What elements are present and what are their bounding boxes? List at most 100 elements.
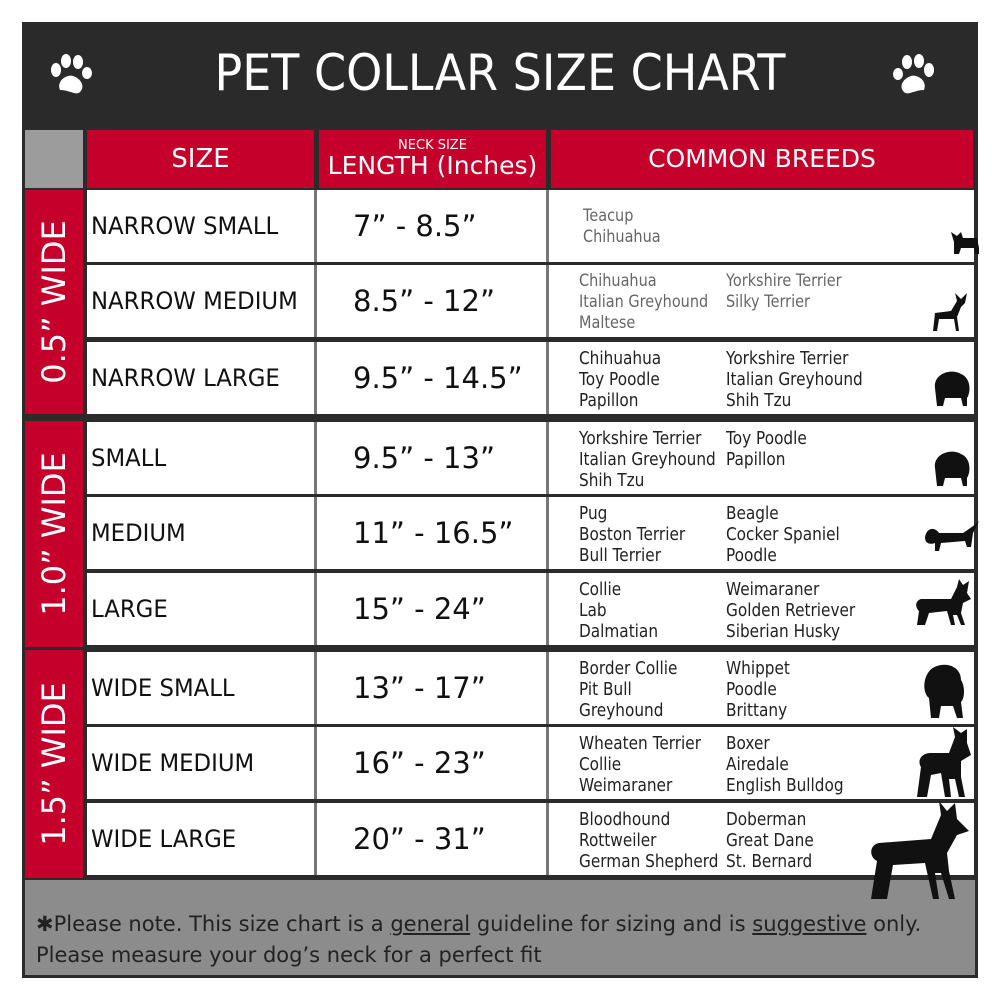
size-cell: WIDE MEDIUM xyxy=(91,749,255,777)
breed-name: Cocker Spaniel xyxy=(726,524,840,545)
breed-name: Collie xyxy=(579,754,622,775)
group-text: 1.0” WIDE xyxy=(35,452,73,616)
size-cell: NARROW MEDIUM xyxy=(91,287,298,315)
breed-name: Bloodhound xyxy=(579,809,671,830)
breed-name: Silky Terrier xyxy=(726,292,810,312)
breed-name: German Shepherd xyxy=(579,851,719,872)
breed-name: Siberian Husky xyxy=(726,621,841,642)
breed-name: Brittany xyxy=(726,700,788,721)
column-divider xyxy=(546,727,549,799)
paw-icon xyxy=(893,54,934,94)
table-row: WIDE SMALL 13” - 17” Border Collie Pit Bull… xyxy=(87,652,974,724)
breed-name: Dalmatian xyxy=(579,621,659,642)
table-row: NARROW MEDIUM 8.5” - 12” Chihuahua Italian … xyxy=(87,265,974,337)
breed-name: Boxer xyxy=(726,733,770,754)
size-cell: WIDE SMALL xyxy=(91,674,235,702)
length-cell: 16” - 23” xyxy=(353,746,486,780)
size-chart: PET COLLAR SIZE CHART SIZE NECK SIZE LEN… xyxy=(22,22,979,978)
column-divider xyxy=(314,342,317,414)
chihuahua-silhouette-icon xyxy=(933,293,967,331)
column-divider xyxy=(546,573,549,645)
breed-name: Bull Terrier xyxy=(579,545,661,566)
breeds-column-2: Doberman Great Dane St. Bernard xyxy=(726,809,814,872)
breed-name: Greyhound xyxy=(579,700,664,721)
size-cell: MEDIUM xyxy=(91,519,186,547)
table-row: SMALL 9.5” - 13” Yorkshire Terrier Italian … xyxy=(87,422,974,494)
table-row: NARROW LARGE 9.5” - 14.5” Chihuahua Toy Poo… xyxy=(87,342,974,414)
size-cell: SMALL xyxy=(91,444,167,472)
breed-name: Doberman xyxy=(726,809,807,830)
length-cell: 8.5” - 12” xyxy=(353,284,495,318)
breeds-column-1: Chihuahua Toy Poodle Papillon xyxy=(579,348,661,411)
table-row: WIDE MEDIUM 16” - 23” Wheaten Terrier Colli… xyxy=(87,727,974,799)
length-cell: 9.5” - 14.5” xyxy=(353,361,523,395)
column-divider xyxy=(314,727,317,799)
column-divider xyxy=(314,573,317,645)
pomeranian-silhouette-icon xyxy=(934,371,970,406)
breed-name: Toy Poodle xyxy=(726,428,807,449)
column-divider xyxy=(314,190,317,262)
breed-name: Italian Greyhound xyxy=(579,449,716,470)
breeds-column-1: Chihuahua Italian Greyhound Maltese xyxy=(579,271,708,334)
table-row: NARROW SMALL 7” - 8.5” Teacup Chihuahua xyxy=(87,190,979,262)
header-length: NECK SIZE LENGTH (Inches) xyxy=(319,130,546,188)
footer-line-1: ✱Please note. This size chart is a gener… xyxy=(36,912,922,936)
header-size: SIZE xyxy=(87,130,314,188)
breed-name: Boston Terrier xyxy=(579,524,686,545)
breeds-column-2: Toy Poodle Papillon xyxy=(726,428,807,470)
size-cell: NARROW SMALL xyxy=(91,212,279,240)
breeds-column-2: Yorkshire Terrier Silky Terrier xyxy=(726,271,842,313)
breed-name: Teacup xyxy=(583,206,634,226)
yorkie-silhouette-icon xyxy=(951,232,979,254)
size-cell: LARGE xyxy=(91,595,168,623)
header-breeds-label: COMMON BREEDS xyxy=(648,144,876,173)
table-row: MEDIUM 11” - 16.5” Pug Boston Terrier Bull T… xyxy=(87,497,979,569)
breeds-column-1: Border Collie Pit Bull Greyhound xyxy=(579,658,677,721)
paw-icon xyxy=(51,54,92,94)
breed-name: St. Bernard xyxy=(726,851,813,872)
breed-name: Rottweiler xyxy=(579,830,657,851)
size-cell: NARROW LARGE xyxy=(91,364,280,392)
breed-name: Toy Poodle xyxy=(579,369,660,390)
breed-name: Italian Greyhound xyxy=(726,369,863,390)
breed-name: Shih Tzu xyxy=(726,390,792,411)
header-length-top: NECK SIZE xyxy=(398,138,467,153)
breed-name: Pit Bull xyxy=(579,679,632,700)
breed-name: Border Collie xyxy=(579,658,678,679)
breed-name: Chihuahua xyxy=(579,348,662,369)
length-cell: 7” - 8.5” xyxy=(353,209,477,243)
length-cell: 15” - 24” xyxy=(353,592,486,626)
breed-name: Poodle xyxy=(726,545,777,566)
column-divider xyxy=(314,652,317,724)
breeds-column-1: Bloodhound Rottweiler German Shepherd xyxy=(579,809,719,872)
breeds-column-2: Boxer Airedale English Bulldog xyxy=(726,733,844,796)
title-bar: PET COLLAR SIZE CHART xyxy=(22,22,978,128)
column-divider xyxy=(546,342,549,414)
breeds-column-2: Beagle Cocker Spaniel Poodle xyxy=(726,503,840,566)
length-cell: 13” - 17” xyxy=(353,671,486,705)
breed-name: Wheaten Terrier xyxy=(579,733,702,754)
pomeranian-silhouette-icon xyxy=(934,451,970,486)
column-divider xyxy=(546,190,549,262)
header-length-label: LENGTH (Inches) xyxy=(327,151,538,180)
column-divider xyxy=(314,803,317,875)
breed-name: Poodle xyxy=(726,679,777,700)
breed-name: Yorkshire Terrier xyxy=(579,428,702,449)
column-divider xyxy=(546,803,549,875)
breed-name: Weimaraner xyxy=(579,775,673,796)
breed-name: Maltese xyxy=(579,313,636,333)
breed-name: Italian Greyhound xyxy=(579,292,709,312)
table-row: LARGE 15” - 24” Collie Lab Dalmatian Weimaran… xyxy=(87,573,974,645)
breed-name: Chihuahua xyxy=(579,271,657,291)
breeds-column-2: Yorkshire Terrier Italian Greyhound Shih T… xyxy=(726,348,863,411)
length-cell: 11” - 16.5” xyxy=(353,516,514,550)
breed-name: Shih Tzu xyxy=(579,470,645,491)
column-divider xyxy=(314,497,317,569)
footer-line-2: Please measure your dog’s neck for a per… xyxy=(36,943,542,967)
column-divider xyxy=(314,265,317,337)
doberman-silhouette-icon xyxy=(871,801,969,899)
breeds-column-1: Collie Lab Dalmatian xyxy=(579,579,658,642)
breed-name: Lab xyxy=(579,600,607,621)
column-divider xyxy=(546,652,549,724)
size-cell: WIDE LARGE xyxy=(91,825,237,853)
